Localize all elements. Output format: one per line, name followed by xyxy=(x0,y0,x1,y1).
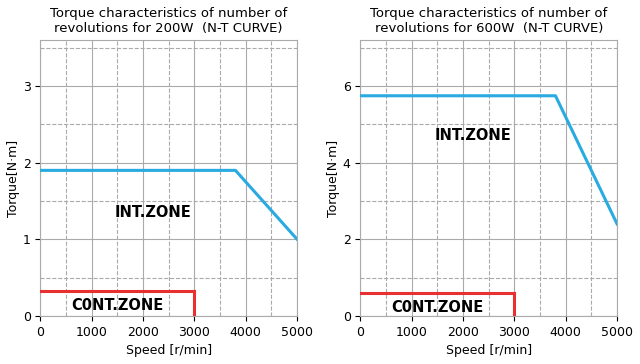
Text: INT.ZONE: INT.ZONE xyxy=(115,205,192,220)
Y-axis label: Torque[N·m]: Torque[N·m] xyxy=(7,139,20,217)
X-axis label: Speed [r/min]: Speed [r/min] xyxy=(445,344,532,357)
Text: C0NT.ZONE: C0NT.ZONE xyxy=(391,300,484,315)
Title: Torque characteristics of number of
revolutions for 600W  (N-T CURVE): Torque characteristics of number of revo… xyxy=(370,7,607,35)
Text: INT.ZONE: INT.ZONE xyxy=(435,128,512,143)
Text: C0NT.ZONE: C0NT.ZONE xyxy=(71,297,164,313)
Title: Torque characteristics of number of
revolutions for 200W  (N-T CURVE): Torque characteristics of number of revo… xyxy=(50,7,287,35)
Y-axis label: Torque[N·m]: Torque[N·m] xyxy=(327,139,340,217)
X-axis label: Speed [r/min]: Speed [r/min] xyxy=(125,344,212,357)
